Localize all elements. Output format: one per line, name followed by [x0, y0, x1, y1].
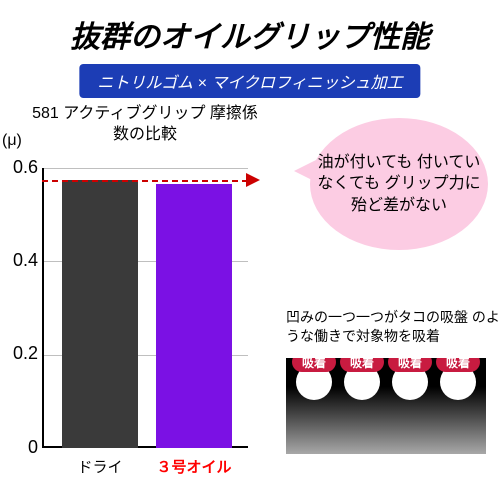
chart-y-unit: (μ) — [2, 132, 22, 150]
chart-x-label-dry: ドライ — [50, 456, 150, 477]
chart-bar-dry — [62, 180, 138, 448]
callout-tail-icon — [294, 160, 316, 182]
callout-bubble: 油が付いても 付いていなくても グリップ力に 殆ど差がない — [310, 118, 488, 250]
diagram-dot-label: 吸着 — [436, 358, 480, 372]
diagram-dot-label: 吸着 — [388, 358, 432, 372]
diagram-caption: 凹みの一つ一つがタコの吸盤 のような働きで対象物を吸着 — [286, 308, 500, 346]
chart-y-tick-label: 0 — [4, 437, 38, 458]
chart-gridline — [42, 168, 248, 169]
chart-arrow-icon — [246, 173, 260, 187]
chart-y-tick-label: 0.2 — [4, 343, 38, 364]
chart-bar-oil — [156, 184, 232, 448]
subtitle-badge: ニトリルゴム × マイクロフィニッシュ加工 — [79, 64, 420, 98]
page-title: 抜群のオイルグリップ性能 — [0, 12, 500, 56]
chart-title: 581 アクティブグリップ 摩擦係数の比較 — [30, 104, 260, 146]
diagram-dot-label: 吸着 — [340, 358, 384, 372]
chart-y-tick-label: 0.4 — [4, 250, 38, 271]
page: { "title": { "text": "抜群のオイルグリップ性能", "fo… — [0, 0, 500, 500]
suction-diagram: 吸着吸着吸着吸着 — [286, 358, 486, 454]
chart-x-label-oil: ３号オイル — [144, 456, 244, 477]
diagram-dot-label: 吸着 — [292, 358, 336, 372]
chart-y-axis — [42, 168, 44, 448]
chart-reference-line — [42, 180, 248, 182]
chart-plot — [42, 168, 248, 448]
callout-text: 油が付いても 付いていなくても グリップ力に 殆ど差がない — [310, 152, 488, 217]
chart-y-tick-label: 0.6 — [4, 157, 38, 178]
